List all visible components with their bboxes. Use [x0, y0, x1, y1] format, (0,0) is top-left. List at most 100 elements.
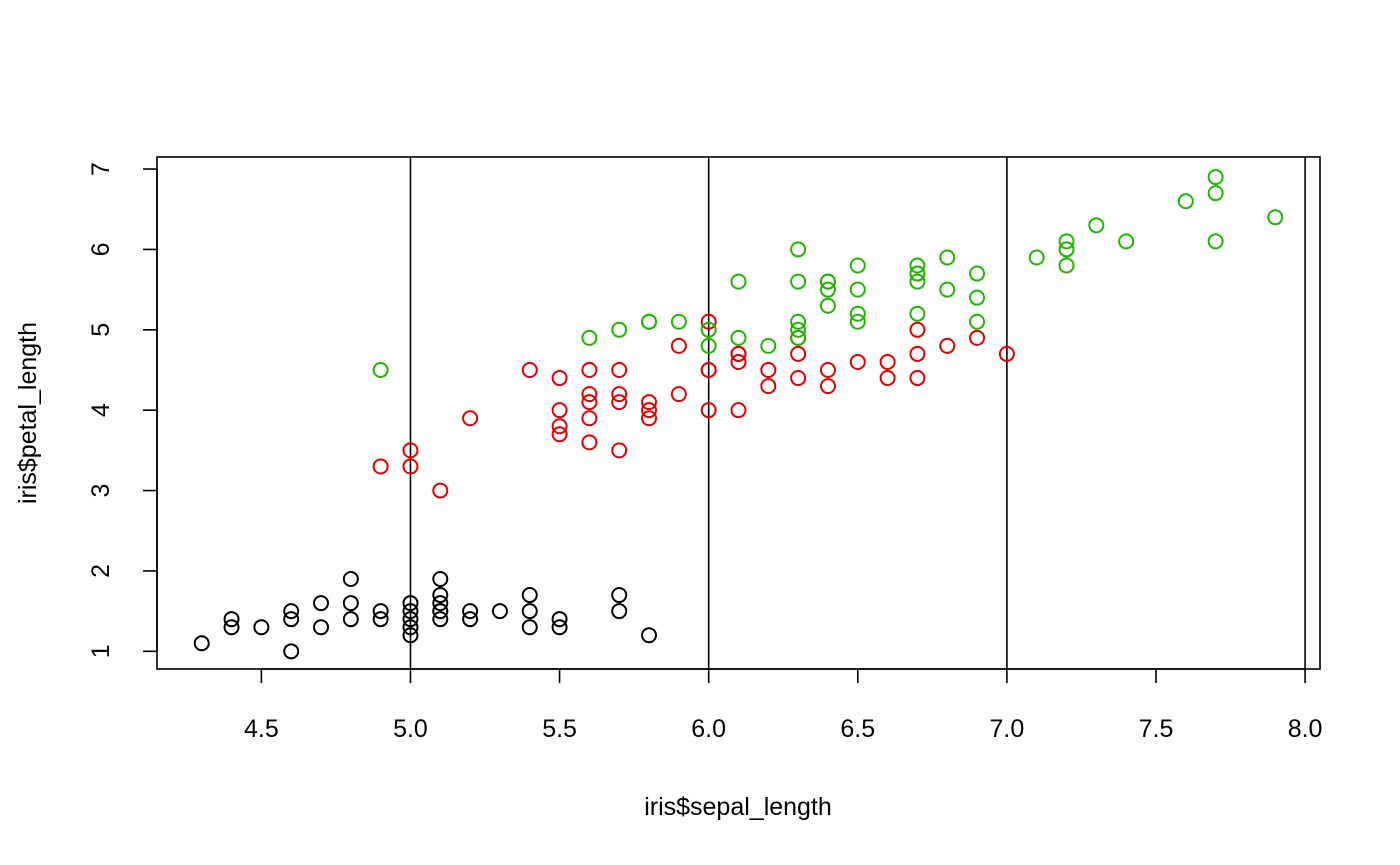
- data-point: [1207, 233, 1224, 250]
- data-point: [1058, 233, 1075, 250]
- data-point: [1028, 249, 1045, 266]
- data-point: [939, 337, 956, 354]
- data-point: [283, 603, 300, 620]
- data-point: [551, 611, 568, 628]
- data-point: [402, 627, 419, 644]
- data-point: [462, 410, 479, 427]
- data-point: [730, 273, 747, 290]
- x-tick-label: 6.5: [840, 715, 875, 743]
- data-point: [760, 378, 777, 395]
- data-point: [670, 337, 687, 354]
- data-point: [790, 370, 807, 387]
- data-point: [790, 273, 807, 290]
- data-point: [998, 345, 1015, 362]
- data-point: [521, 603, 538, 620]
- data-point: [402, 595, 419, 612]
- y-tick-label: 2: [87, 564, 115, 578]
- data-point: [611, 321, 628, 338]
- data-point: [641, 313, 658, 330]
- data-point: [611, 603, 628, 620]
- data-point: [641, 394, 658, 411]
- x-tick-label: 4.5: [244, 715, 279, 743]
- x-tick-label: 7.0: [990, 715, 1025, 743]
- data-point: [1267, 209, 1284, 226]
- data-point: [670, 386, 687, 403]
- data-point: [969, 265, 986, 282]
- data-point: [521, 619, 538, 636]
- data-point: [790, 241, 807, 258]
- data-point: [372, 603, 389, 620]
- vertical-lines: [409, 157, 1306, 669]
- y-tick-label: 1: [87, 644, 115, 658]
- data-point: [611, 361, 628, 378]
- data-points: [193, 169, 1284, 660]
- data-point: [581, 394, 598, 411]
- x-axis: 4.5 5.0 5.5 6.0 6.5 7.0 7.5 8.0: [244, 668, 1322, 743]
- data-point: [969, 289, 986, 306]
- data-point: [879, 370, 896, 387]
- data-point: [462, 611, 479, 628]
- data-point: [551, 619, 568, 636]
- data-point: [909, 273, 926, 290]
- x-tick-label: 6.0: [691, 715, 726, 743]
- data-point: [700, 402, 717, 419]
- data-point: [819, 281, 836, 298]
- data-point: [670, 313, 687, 330]
- x-tick-label: 5.5: [542, 715, 577, 743]
- data-point: [909, 345, 926, 362]
- data-point: [581, 329, 598, 346]
- data-point: [611, 442, 628, 459]
- data-point: [730, 353, 747, 370]
- data-point: [432, 587, 449, 604]
- data-point: [641, 402, 658, 419]
- data-point: [521, 587, 538, 604]
- data-point: [700, 361, 717, 378]
- data-point: [1118, 233, 1135, 250]
- y-tick-label: 3: [87, 484, 115, 498]
- data-point: [313, 595, 330, 612]
- data-point: [730, 329, 747, 346]
- data-point: [402, 619, 419, 636]
- data-point: [372, 361, 389, 378]
- data-point: [491, 603, 508, 620]
- data-point: [402, 603, 419, 620]
- data-point: [909, 321, 926, 338]
- data-point: [521, 361, 538, 378]
- data-point: [432, 482, 449, 499]
- plot-frame: [156, 156, 1321, 670]
- data-point: [581, 410, 598, 427]
- data-point: [790, 313, 807, 330]
- data-point: [581, 386, 598, 403]
- data-point: [611, 386, 628, 403]
- data-point: [1088, 217, 1105, 234]
- data-point: [969, 313, 986, 330]
- x-tick-label: 5.0: [393, 715, 428, 743]
- data-point: [730, 345, 747, 362]
- data-point: [372, 611, 389, 628]
- data-point: [730, 402, 747, 419]
- data-point: [1207, 169, 1224, 186]
- data-point: [551, 402, 568, 419]
- data-point: [551, 418, 568, 435]
- y-tick-label: 7: [87, 162, 115, 176]
- data-point: [849, 281, 866, 298]
- x-tick-label: 7.5: [1139, 715, 1174, 743]
- data-point: [432, 595, 449, 612]
- data-point: [551, 426, 568, 443]
- data-point: [223, 619, 240, 636]
- data-point: [402, 442, 419, 459]
- data-point: [1177, 193, 1194, 210]
- data-point: [342, 570, 359, 587]
- y-axis-label: iris$petal_length: [14, 322, 42, 504]
- data-point: [909, 370, 926, 387]
- data-point: [611, 587, 628, 604]
- data-point: [939, 249, 956, 266]
- data-point: [641, 627, 658, 644]
- data-point: [700, 321, 717, 338]
- y-tick-label: 4: [87, 403, 115, 417]
- data-point: [581, 434, 598, 451]
- y-tick-label: 5: [87, 323, 115, 337]
- data-point: [819, 273, 836, 290]
- data-point: [909, 265, 926, 282]
